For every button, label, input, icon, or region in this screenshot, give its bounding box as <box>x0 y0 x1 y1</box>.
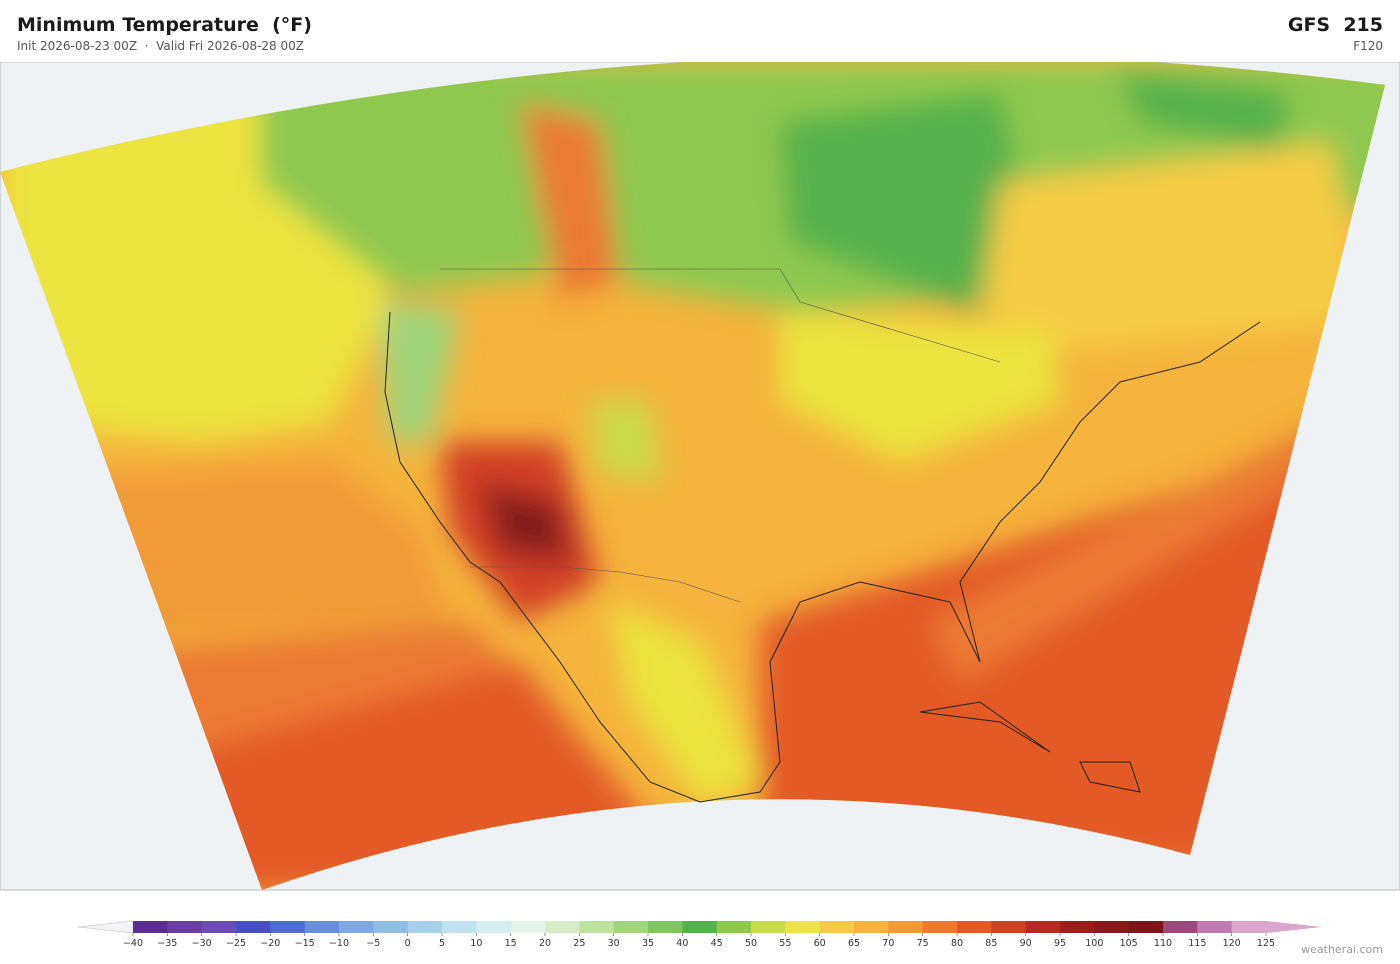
colorbar-bin <box>1094 921 1130 933</box>
colorbar-under <box>77 920 134 934</box>
colorbar-tick-label: 10 <box>470 938 482 949</box>
colorbar-bin <box>751 921 786 933</box>
colorbar-bin <box>1231 921 1267 933</box>
watermark: weatherai.com <box>1301 943 1383 956</box>
colorbar-tick-label: 65 <box>848 938 860 949</box>
colorbar-over <box>1266 921 1322 933</box>
colorbar-tick-label: −15 <box>295 938 315 949</box>
colorbar-tick-label: 115 <box>1188 938 1206 949</box>
subtitle: Init 2026-08-23 00Z · Valid Fri 2026-08-… <box>17 39 304 53</box>
borders <box>440 268 1001 603</box>
colorbar-tick-label: 75 <box>917 938 929 949</box>
colorbar-bin <box>957 921 992 933</box>
colorbar-bin <box>819 921 855 933</box>
colorbar-bin <box>1060 921 1095 933</box>
colorbar-bin <box>236 921 271 933</box>
colorbar-tick-label: −10 <box>329 938 349 949</box>
colorbar-bin <box>785 921 821 933</box>
colorbar-bin <box>716 921 752 933</box>
colorbar-bin <box>648 921 683 933</box>
model-label: GFS 215 <box>1287 14 1383 36</box>
colorbar-tick-label: 80 <box>951 938 963 949</box>
colorbar-tick-label: −20 <box>260 938 280 949</box>
map <box>0 62 1400 891</box>
colorbar-tick-label: 45 <box>711 938 723 949</box>
colorbar-tick-label: 90 <box>1020 938 1032 949</box>
colorbar-tick-label: 55 <box>779 938 791 949</box>
colorbar-tick-label: 0 <box>405 938 411 949</box>
colorbar-bin <box>922 921 958 933</box>
forecast-hour: F120 <box>1353 39 1383 53</box>
colorbar-bin <box>579 921 615 933</box>
colorbar-bin <box>373 921 409 933</box>
colorbar-bin <box>339 921 374 933</box>
colorbar-bin <box>888 921 924 933</box>
colorbar-tick-label: 40 <box>676 938 688 949</box>
colorbar-bin <box>167 921 203 933</box>
colorbar-tick-label: 70 <box>882 938 894 949</box>
colorbar-tick-label: −40 <box>123 938 143 949</box>
colorbar-tick-label: −5 <box>366 938 380 949</box>
colorbar-tick-label: −35 <box>157 938 177 949</box>
colorbar-tick-label: 105 <box>1120 938 1138 949</box>
colorbar-bin <box>682 921 718 933</box>
colorbar-tick-label: 20 <box>539 938 551 949</box>
colorbar-tick-label: 100 <box>1085 938 1103 949</box>
colorbar-bin <box>545 921 580 933</box>
colorbar-tick-label: 15 <box>505 938 517 949</box>
colorbar-bin <box>201 921 237 933</box>
colorbar-bin <box>407 921 443 933</box>
colorbar: −40 −35 −30 −25 −20 −15 −10 −5 0 5 10 15 20 25 30 35 40 4… <box>77 920 1322 949</box>
colorbar-tick-label: 110 <box>1154 938 1172 949</box>
colorbar-bin <box>1197 921 1233 933</box>
coastlines <box>384 311 1261 803</box>
colorbar-bin <box>304 921 340 933</box>
colorbar-tick-label: −30 <box>192 938 212 949</box>
colorbar-tick-label: 35 <box>642 938 654 949</box>
colorbar-tick-label: 30 <box>608 938 620 949</box>
colorbar-tick-label: 120 <box>1223 938 1241 949</box>
colorbar-tick-label: 85 <box>985 938 997 949</box>
colorbar-tick-label: 60 <box>814 938 826 949</box>
colorbar-bin <box>1128 921 1164 933</box>
colorbar-bin <box>133 921 168 933</box>
colorbar-bin <box>442 921 477 933</box>
colorbar-bin <box>510 921 546 933</box>
colorbar-tick-label: 5 <box>439 938 445 949</box>
colorbar-bin <box>270 921 306 933</box>
colorbar-tick-label: −25 <box>226 938 246 949</box>
colorbar-bin <box>613 921 649 933</box>
colorbar-tick-label: 125 <box>1257 938 1275 949</box>
colorbar-bin <box>476 921 512 933</box>
colorbar-tick-label: 25 <box>573 938 585 949</box>
colorbar-bin <box>991 921 1027 933</box>
colorbar-tick-label: 50 <box>745 938 757 949</box>
title: Minimum Temperature (°F) <box>17 14 312 36</box>
colorbar-bin <box>854 921 889 933</box>
colorbar-bin <box>1163 921 1198 933</box>
colorbar-tick-label: 95 <box>1054 938 1066 949</box>
colorbar-bin <box>1025 921 1061 933</box>
